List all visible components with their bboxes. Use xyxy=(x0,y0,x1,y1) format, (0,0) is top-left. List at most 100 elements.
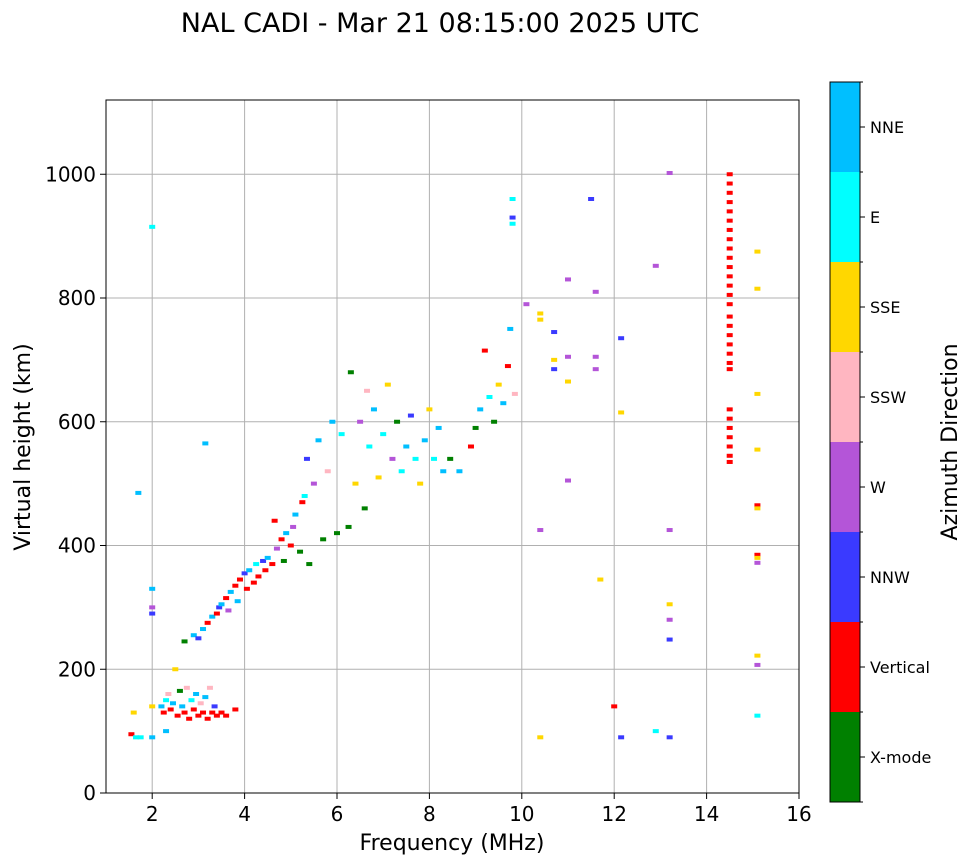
data-point-nne xyxy=(227,589,234,594)
data-point-vertical xyxy=(181,710,188,715)
data-point-nne xyxy=(202,441,209,446)
data-point-x-mode xyxy=(447,456,454,461)
y-tick-label-1000: 1000 xyxy=(45,162,96,186)
data-point-nne xyxy=(193,692,200,696)
data-point-nnw xyxy=(216,605,223,610)
data-point-nne xyxy=(149,735,156,740)
data-point-nne xyxy=(421,438,428,443)
data-point-vertical xyxy=(726,246,733,251)
data-point-vertical xyxy=(167,707,174,712)
x-tick-label-14: 14 xyxy=(694,802,719,826)
data-point-nne xyxy=(190,633,197,638)
colorbar-tick-label-e: E xyxy=(870,208,880,227)
data-point-nnw xyxy=(551,330,558,335)
data-point-w xyxy=(592,289,599,294)
data-point-vertical xyxy=(726,407,733,412)
data-point-ssw xyxy=(165,692,172,696)
data-point-w xyxy=(273,546,280,551)
data-point-vertical xyxy=(200,710,207,715)
data-point-vertical xyxy=(504,364,511,369)
data-point-vertical xyxy=(213,611,220,616)
x-tick-label-2: 2 xyxy=(146,802,159,826)
colorbar-swatch-ssw xyxy=(830,352,860,442)
data-point-nnw xyxy=(149,611,156,616)
data-point-vertical xyxy=(174,713,181,718)
data-point-vertical xyxy=(190,707,197,712)
data-point-x-mode xyxy=(280,558,287,563)
data-point-sse xyxy=(754,653,761,658)
data-point-nne xyxy=(477,407,484,412)
data-point-vertical xyxy=(726,459,733,464)
y-tick-label-800: 800 xyxy=(58,286,96,310)
data-point-nne xyxy=(158,704,165,709)
data-point-w xyxy=(592,354,599,359)
data-point-w xyxy=(389,456,396,461)
data-point-sse xyxy=(754,249,761,254)
data-point-nne xyxy=(202,695,209,700)
data-points xyxy=(128,171,761,740)
data-point-nnw xyxy=(509,215,516,220)
data-point-w xyxy=(537,528,544,533)
data-point-nne xyxy=(149,586,156,591)
data-point-x-mode xyxy=(491,419,498,424)
data-point-ssw xyxy=(206,685,213,690)
data-point-sse xyxy=(352,481,359,486)
data-point-vertical xyxy=(726,453,733,458)
data-point-vertical xyxy=(726,190,733,195)
data-point-vertical xyxy=(262,568,269,573)
data-point-nne xyxy=(179,704,186,709)
data-point-w xyxy=(754,662,761,667)
data-point-e xyxy=(338,432,345,437)
data-point-sse xyxy=(754,506,761,511)
data-point-vertical xyxy=(726,342,733,347)
data-point-sse xyxy=(754,447,761,452)
data-point-nne xyxy=(440,469,447,474)
x-axis-ticks: 2 4 6 8 10 12 14 16 xyxy=(146,793,812,826)
data-point-sse xyxy=(666,602,673,607)
colorbar-frame xyxy=(829,81,861,803)
data-point-vertical xyxy=(726,172,733,177)
data-point-nne xyxy=(234,599,241,604)
data-point-sse xyxy=(537,317,544,322)
x-tick-label-10: 10 xyxy=(509,802,534,826)
data-point-vertical xyxy=(726,283,733,288)
data-point-nnw xyxy=(551,367,558,372)
data-point-vertical xyxy=(250,580,257,585)
data-point-nnw xyxy=(618,336,625,341)
data-point-nne xyxy=(370,407,377,412)
data-point-vertical xyxy=(726,302,733,307)
colorbar-tick-label-nne: NNE xyxy=(870,118,904,137)
data-point-vertical xyxy=(213,713,220,718)
data-point-sse xyxy=(754,286,761,291)
x-tick-label-12: 12 xyxy=(601,802,626,826)
y-tick-label-0: 0 xyxy=(83,781,96,805)
data-point-x-mode xyxy=(181,639,188,644)
data-point-sse xyxy=(551,357,558,362)
data-point-vertical xyxy=(223,596,230,601)
data-point-ssw xyxy=(183,685,190,690)
data-point-vertical xyxy=(278,537,285,542)
colorbar-tick-label-sse: SSE xyxy=(870,298,900,317)
data-point-vertical xyxy=(726,181,733,186)
data-point-e xyxy=(163,698,170,703)
data-point-vertical xyxy=(726,425,733,430)
data-point-sse xyxy=(618,410,625,415)
data-point-w xyxy=(357,419,364,424)
data-point-vertical xyxy=(726,274,733,279)
data-point-vertical xyxy=(186,716,193,721)
data-point-w xyxy=(754,560,761,565)
data-point-nne xyxy=(135,490,142,495)
data-point-vertical xyxy=(271,518,278,523)
data-point-nnw xyxy=(260,558,267,563)
data-point-vertical xyxy=(726,314,733,319)
data-point-nne xyxy=(209,614,216,619)
y-axis-ticks: 0 200 400 600 800 1000 xyxy=(45,162,106,805)
data-point-e xyxy=(509,221,516,226)
chart-title: NAL CADI - Mar 21 08:15:00 2025 UTC xyxy=(181,8,699,39)
data-point-nnw xyxy=(407,413,414,418)
data-point-w xyxy=(149,605,156,610)
data-point-sse xyxy=(172,667,179,672)
x-tick-label-16: 16 xyxy=(786,802,811,826)
data-point-w xyxy=(565,354,571,359)
data-point-w xyxy=(565,478,571,483)
